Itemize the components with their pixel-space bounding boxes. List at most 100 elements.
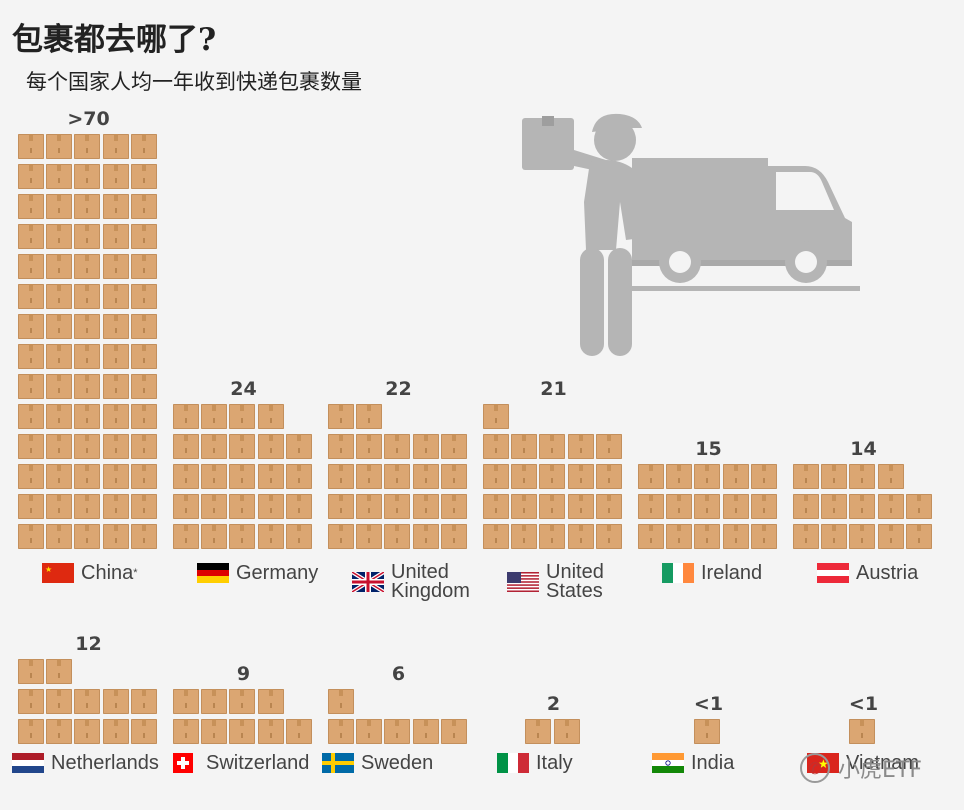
parcel-box <box>877 494 904 519</box>
parcel-box <box>567 434 594 459</box>
parcel-box <box>102 374 129 399</box>
parcel-box <box>130 284 157 309</box>
country-label-se: Sweden <box>322 753 433 773</box>
parcel-box <box>102 524 129 549</box>
parcel-box <box>102 464 129 489</box>
parcel-box <box>483 434 509 459</box>
country-label-ie: Ireland <box>662 563 762 583</box>
parcel-box <box>130 194 157 219</box>
parcel-box <box>384 524 411 549</box>
parcel-box <box>74 284 101 309</box>
parcel-box <box>46 224 73 249</box>
parcel-box <box>74 164 101 189</box>
parcel-box <box>328 719 354 744</box>
parcel-box <box>102 719 129 744</box>
parcel-box <box>173 404 199 429</box>
country-label-ch: Switzerland <box>167 753 309 773</box>
parcel-box <box>46 404 73 429</box>
country-label-nl: Netherlands <box>12 753 159 773</box>
parcel-box <box>285 434 312 459</box>
parcel-box <box>229 494 256 519</box>
parcel-box <box>328 464 354 489</box>
parcel-box <box>356 719 383 744</box>
parcel-box <box>328 404 354 429</box>
parcel-box <box>74 254 101 279</box>
country-name: Sweden <box>361 751 434 774</box>
parcel-box <box>18 719 44 744</box>
parcel-box <box>328 689 354 714</box>
parcel-box <box>74 404 101 429</box>
parcel-box <box>821 464 848 489</box>
footnote-mark: * <box>133 566 138 579</box>
parcel-box <box>18 494 44 519</box>
parcel-box <box>511 434 538 459</box>
country-label-at: Austria <box>817 563 918 583</box>
parcel-box <box>412 434 439 459</box>
parcel-box <box>877 524 904 549</box>
parcel-box <box>511 494 538 519</box>
parcel-box <box>18 464 44 489</box>
parcel-box <box>46 719 73 744</box>
parcel-box <box>440 524 467 549</box>
parcel-box <box>102 284 129 309</box>
parcel-box <box>74 194 101 219</box>
parcel-box <box>130 494 157 519</box>
parcel-box <box>18 524 44 549</box>
parcel-box <box>595 434 622 459</box>
parcel-box <box>285 524 312 549</box>
parcel-box <box>18 374 44 399</box>
parcel-box <box>173 524 199 549</box>
parcel-box <box>46 689 73 714</box>
flag-at-icon <box>817 563 849 583</box>
value-label: >70 <box>67 108 110 130</box>
parcel-box <box>356 524 383 549</box>
parcel-box <box>750 524 777 549</box>
country-label-cn: ★ China * <box>42 563 138 583</box>
parcel-box <box>511 524 538 549</box>
parcel-box <box>18 164 44 189</box>
flag-it-icon <box>497 753 529 773</box>
parcel-box <box>130 689 157 714</box>
parcel-box <box>102 164 129 189</box>
parcel-box <box>102 224 129 249</box>
parcel-box <box>130 719 157 744</box>
parcel-box <box>46 659 73 684</box>
parcel-box <box>229 524 256 549</box>
parcel-box <box>201 404 228 429</box>
parcel-box <box>130 524 157 549</box>
parcel-box <box>285 494 312 519</box>
value-label: <1 <box>848 693 879 715</box>
parcel-box <box>440 494 467 519</box>
parcel-box <box>229 689 256 714</box>
parcel-box <box>412 494 439 519</box>
parcel-box <box>793 464 819 489</box>
parcel-box <box>257 404 284 429</box>
parcel-box <box>384 494 411 519</box>
parcel-box <box>18 224 44 249</box>
parcel-box <box>46 284 73 309</box>
parcel-box <box>46 254 73 279</box>
parcel-box <box>567 464 594 489</box>
parcel-box <box>553 719 580 744</box>
parcel-box <box>74 434 101 459</box>
parcel-box <box>46 524 73 549</box>
value-label: 14 <box>850 438 877 460</box>
country-label-de: Germany <box>197 563 318 583</box>
parcel-box <box>130 464 157 489</box>
parcel-box <box>567 524 594 549</box>
parcel-box <box>285 719 312 744</box>
country-name: United Kingdom <box>391 561 470 602</box>
svg-text:★: ★ <box>45 565 52 574</box>
parcel-box <box>483 404 509 429</box>
value-label: 9 <box>236 663 251 685</box>
parcel-box <box>638 524 664 549</box>
parcel-box <box>46 494 73 519</box>
parcel-box <box>384 434 411 459</box>
parcel-box <box>384 719 411 744</box>
parcel-box <box>102 314 129 339</box>
parcel-box <box>257 434 284 459</box>
parcel-box <box>257 524 284 549</box>
value-label: 22 <box>385 378 412 400</box>
parcel-box <box>638 494 664 519</box>
